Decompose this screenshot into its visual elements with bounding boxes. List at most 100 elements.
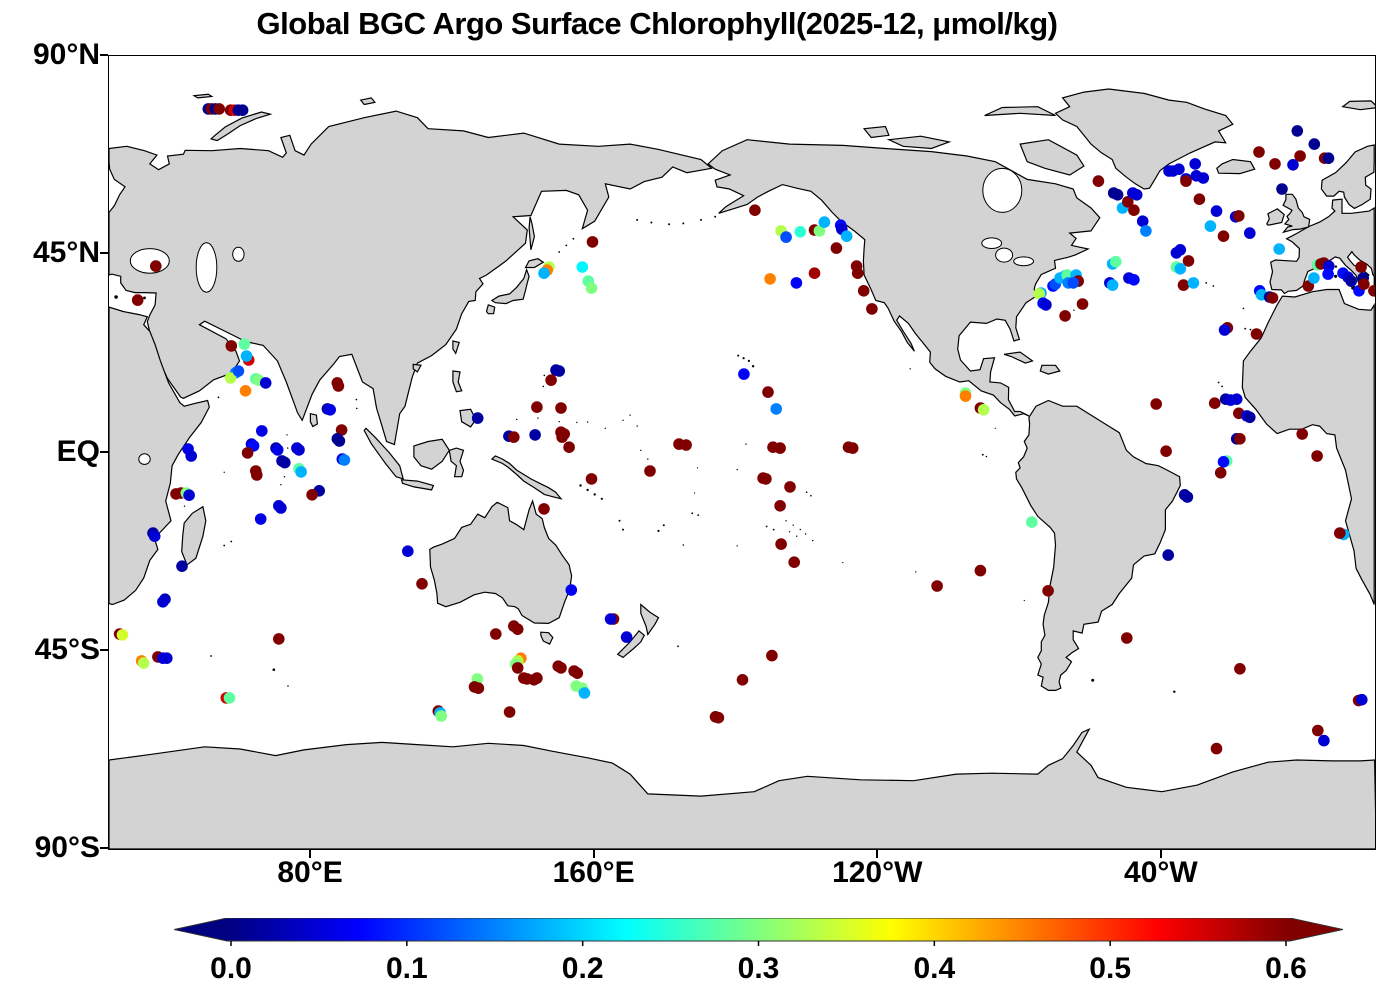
landmass xyxy=(984,106,1056,117)
argo-float-point xyxy=(1173,163,1185,175)
argo-float-point xyxy=(1128,274,1140,286)
argo-float-point xyxy=(576,261,589,273)
argo-float-point xyxy=(760,473,772,485)
landmass xyxy=(490,267,530,305)
landmass xyxy=(1266,208,1285,226)
argo-float-point xyxy=(1177,279,1190,291)
colorbar-tick-label: 0.0 xyxy=(210,952,252,985)
argo-float-point xyxy=(176,560,188,572)
island-speck xyxy=(183,505,186,507)
landmass xyxy=(452,370,463,393)
argo-float-point xyxy=(1233,210,1245,222)
argo-float-point xyxy=(1204,220,1217,232)
argo-float-point xyxy=(531,672,543,684)
lat-tick-mark xyxy=(100,54,108,56)
island-speck xyxy=(700,218,702,221)
island-speck xyxy=(737,354,740,357)
inland-sea xyxy=(195,242,218,293)
argo-float-point xyxy=(762,386,774,398)
landmass xyxy=(886,135,952,150)
landmass xyxy=(109,727,1375,849)
argo-float-point xyxy=(1181,491,1194,503)
colorbar-jet xyxy=(174,918,1343,946)
argo-float-point xyxy=(1250,328,1263,340)
colorbar-tick-label: 0.4 xyxy=(913,952,956,985)
island-speck xyxy=(697,514,700,516)
island-speck xyxy=(1173,690,1176,693)
argo-float-point xyxy=(1244,227,1256,239)
argo-float-point xyxy=(1210,742,1223,755)
island-speck xyxy=(223,544,226,547)
landmass xyxy=(1269,198,1375,295)
argo-float-point xyxy=(1160,445,1172,458)
argo-float-point xyxy=(259,377,272,389)
argo-float-point xyxy=(1040,299,1052,311)
landmass xyxy=(448,447,465,478)
island-speck xyxy=(765,525,768,528)
argo-float-point xyxy=(1345,275,1357,287)
argo-float-point xyxy=(239,385,252,397)
landmass xyxy=(400,479,435,491)
argo-float-point xyxy=(1111,189,1124,201)
argo-float-point xyxy=(1294,150,1306,162)
argo-float-point xyxy=(295,466,307,478)
argo-float-point xyxy=(774,442,786,454)
argo-float-point xyxy=(553,365,565,377)
island-speck xyxy=(586,421,589,423)
argo-float-point xyxy=(306,489,318,501)
argo-float-point xyxy=(857,285,870,297)
lon-tick-label: 160°E xyxy=(552,856,635,889)
argo-float-point xyxy=(620,631,633,643)
colorbar-tick-mark xyxy=(1285,941,1287,946)
argo-float-point xyxy=(1308,138,1321,150)
inland-sea xyxy=(232,246,245,262)
island-speck xyxy=(629,414,631,416)
argo-float-point xyxy=(1244,411,1256,424)
island-speck xyxy=(799,528,801,531)
argo-float-point xyxy=(279,456,291,469)
argo-float-point xyxy=(241,447,254,459)
argo-float-point xyxy=(1136,215,1149,227)
argo-float-point xyxy=(565,584,578,596)
argo-float-point xyxy=(273,633,285,645)
colorbar-tick-mark xyxy=(406,941,408,946)
argo-float-point xyxy=(1287,159,1299,171)
colorbar-tick-mark xyxy=(933,941,936,946)
colorbar-tick-label: 0.2 xyxy=(561,952,604,985)
landmass xyxy=(1019,139,1085,176)
argo-float-point xyxy=(585,473,598,485)
argo-float-point xyxy=(555,402,567,414)
argo-float-point xyxy=(1355,261,1367,273)
island-speck xyxy=(796,535,798,537)
argo-float-point xyxy=(213,103,225,115)
island-speck xyxy=(714,215,717,218)
colorbar-tick-mark xyxy=(757,941,760,946)
argo-float-point xyxy=(604,613,617,625)
argo-float-point xyxy=(538,503,550,515)
lat-tick-label: 90°S xyxy=(34,831,100,864)
island-speck xyxy=(223,471,225,473)
argo-float-point xyxy=(254,513,267,525)
argo-float-point xyxy=(1217,456,1230,468)
argo-float-point xyxy=(223,692,236,704)
island-speck xyxy=(114,295,118,299)
argo-float-point xyxy=(511,623,524,635)
argo-float-point xyxy=(1140,225,1152,237)
argo-float-point xyxy=(1217,230,1230,242)
argo-float-point xyxy=(1311,450,1323,462)
argo-float-point xyxy=(271,444,284,456)
landmass xyxy=(528,216,536,250)
lon-tick-label: 40°W xyxy=(1124,856,1198,889)
landmass xyxy=(429,499,573,625)
colorbar-tick-mark xyxy=(230,941,232,946)
argo-float-point xyxy=(851,267,864,279)
chart-title: Global BGC Argo Surface Chlorophyll(2025… xyxy=(256,6,1058,41)
argo-float-point xyxy=(586,236,599,248)
argo-float-point xyxy=(1234,663,1246,675)
island-speck xyxy=(915,571,917,573)
argo-float-point xyxy=(764,273,776,285)
island-speck xyxy=(356,407,358,410)
landmass xyxy=(640,603,660,636)
island-speck xyxy=(565,244,568,247)
